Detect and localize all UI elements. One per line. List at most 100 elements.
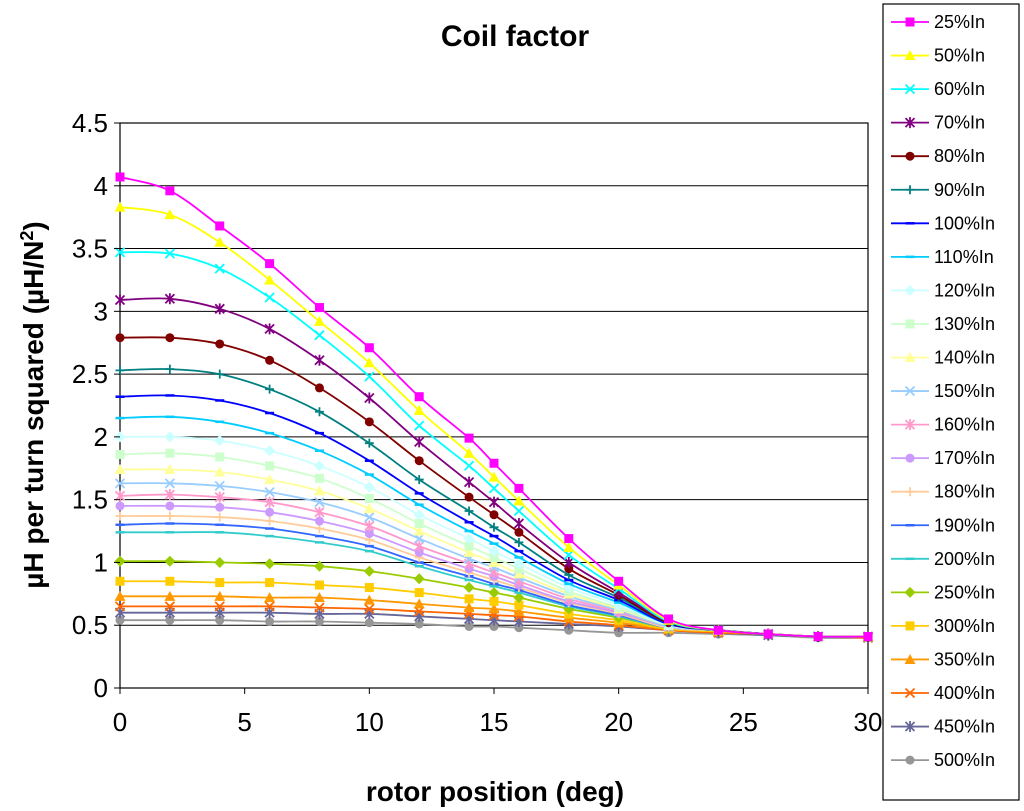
data-point [413,573,425,585]
data-point [413,509,425,521]
data-point [513,592,525,604]
legend-item: 400%In [891,683,995,703]
x-tick-label: 30 [854,707,883,737]
data-point [214,263,225,274]
data-point [314,330,325,341]
data-point [114,555,126,567]
data-point [264,558,276,570]
legend-label: 200%In [934,549,995,569]
data-point [364,343,374,353]
data-point [214,480,225,491]
legend-marker [904,419,916,431]
data-point [414,392,424,402]
data-point [214,491,225,503]
data-point [563,541,575,552]
data-point [164,464,176,475]
legend-item: 300%In [891,616,995,636]
data-point [265,578,275,588]
legend-label: 500%In [934,750,995,770]
data-point [414,456,424,466]
data-point [115,511,125,521]
data-point [264,486,275,498]
data-point [114,590,126,601]
data-point [265,516,275,526]
data-point [115,333,125,343]
data-point [313,592,325,603]
data-point [115,449,125,459]
legend-item: 190%In [891,515,995,535]
data-point [364,417,374,427]
chart-title: Coil factor [441,20,590,53]
data-point [414,619,424,629]
legend-marker [904,50,916,61]
y-tick-label: 4.5 [72,108,108,138]
data-point [364,603,375,615]
data-point [265,259,275,269]
data-point [215,578,225,588]
data-point [164,555,176,567]
legend-label: 100%In [934,213,995,233]
data-point [114,464,126,475]
data-point [514,600,524,610]
legend-marker [905,151,915,161]
data-point [464,492,474,502]
data-point [488,603,500,614]
data-point [165,615,175,625]
data-point [164,601,176,612]
legend-label: 120%In [934,280,995,300]
data-point [214,466,226,477]
data-point [314,473,324,483]
legend-label: 400%In [934,683,995,703]
legend-item: 130%In [891,314,995,334]
legend-marker [905,487,915,497]
legend-label: 250%In [934,582,995,602]
data-point [463,602,475,613]
data-point [114,201,126,212]
x-axis-title: rotor position (deg) [366,776,624,807]
legend-marker [904,586,916,598]
data-point [115,576,125,586]
y-axis-ticks: 0 0.5 1 1.5 2 2.5 3 3.5 4 4.5 [72,108,120,703]
legend-label: 130%In [934,314,995,334]
data-point [413,525,425,536]
legend-box [882,3,1020,801]
data-point [215,452,225,462]
data-point [364,493,374,503]
legend-item: 80%In [891,146,985,166]
data-point [364,392,375,404]
data-point [165,364,175,374]
data-point [488,471,500,482]
data-point [164,248,176,259]
data-point [414,547,424,557]
data-point [364,529,374,539]
data-point [364,438,374,448]
legend-label: 150%In [934,381,995,401]
y-axis-title: µH per turn squared (µH/N2) [17,221,49,588]
data-point [165,333,175,343]
legend-label: 110%In [934,247,994,267]
data-point [214,435,226,447]
data-point [313,315,325,326]
data-point [513,495,525,506]
data-point [664,614,674,624]
legend-marker [905,621,915,631]
data-point [313,485,325,496]
legend-item: 60%In [891,79,985,99]
data-point [713,625,723,635]
data-point [364,512,375,523]
data-point [414,420,425,431]
y-tick-label: 2 [94,422,108,452]
data-point [215,221,225,231]
y-tick-label: 0.5 [72,610,108,640]
data-point [514,483,524,493]
data-point [164,293,176,305]
y-tick-label: 1.5 [72,485,108,515]
data-point [464,621,474,631]
data-point [363,594,375,605]
legend-label: 70%In [934,113,985,133]
data-point [314,506,325,518]
legend-marker [904,721,916,733]
legend-item: 100%In [891,213,995,233]
x-tick-label: 25 [729,707,758,737]
